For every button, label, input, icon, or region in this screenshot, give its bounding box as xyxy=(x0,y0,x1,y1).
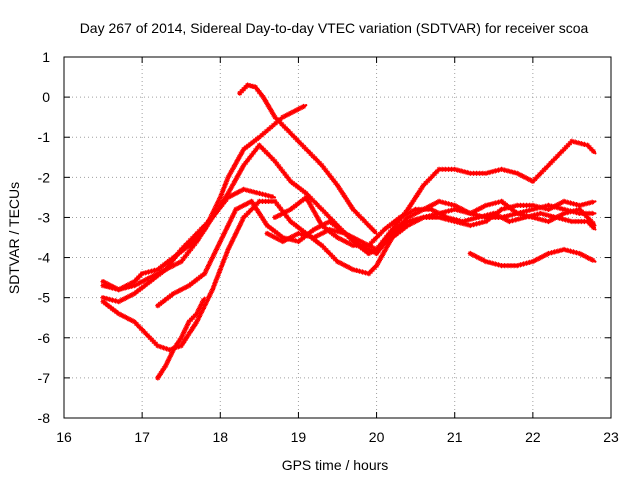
plot-frame xyxy=(63,56,612,419)
series-sat-h xyxy=(264,198,597,253)
y-tick-label: -8 xyxy=(38,410,51,426)
series-markers xyxy=(272,194,596,249)
series-markers xyxy=(100,186,275,305)
y-tick-label: 1 xyxy=(42,49,50,65)
series-group xyxy=(100,82,597,381)
series-markers xyxy=(100,198,595,353)
y-tick-label: -4 xyxy=(38,250,51,266)
x-axis-label: GPS time / hours xyxy=(282,457,389,473)
axis-ticks: 16 17 18 19 20 21 22 23 -8 -7 -6 -5 -4 -3 -2 -1 0 1 xyxy=(38,49,619,445)
series-line xyxy=(102,200,597,351)
y-tick-label: -7 xyxy=(38,370,51,386)
series-markers xyxy=(237,82,378,235)
x-tick-label: 23 xyxy=(603,429,619,445)
series-sat-j xyxy=(272,194,597,249)
y-tick-label: -2 xyxy=(38,169,51,185)
series-sat-i xyxy=(467,246,597,269)
series-markers xyxy=(155,297,206,381)
series-markers xyxy=(467,246,596,269)
y-tick-label: -5 xyxy=(38,290,51,306)
y-tick-label: -1 xyxy=(38,129,51,145)
y-tick-label: -6 xyxy=(38,330,51,346)
y-axis-label: SDTVAR / TECUs xyxy=(6,182,22,294)
chart-title: Day 267 of 2014, Sidereal Day-to-day VTE… xyxy=(80,20,589,36)
x-tick-label: 21 xyxy=(447,429,463,445)
series-sat-f xyxy=(100,186,277,305)
x-tick-label: 22 xyxy=(525,429,541,445)
x-tick-label: 20 xyxy=(369,429,385,445)
series-markers xyxy=(264,198,595,253)
grid-lines xyxy=(64,57,611,418)
y-tick-label: 0 xyxy=(42,89,50,105)
series-sat-b xyxy=(237,82,378,235)
y-tick-label: -3 xyxy=(38,209,51,225)
series-sat-d xyxy=(100,198,597,353)
x-tick-label: 19 xyxy=(291,429,307,445)
x-tick-label: 17 xyxy=(134,429,150,445)
x-tick-label: 16 xyxy=(56,429,72,445)
x-tick-label: 18 xyxy=(212,429,228,445)
series-sat-g xyxy=(155,296,206,381)
